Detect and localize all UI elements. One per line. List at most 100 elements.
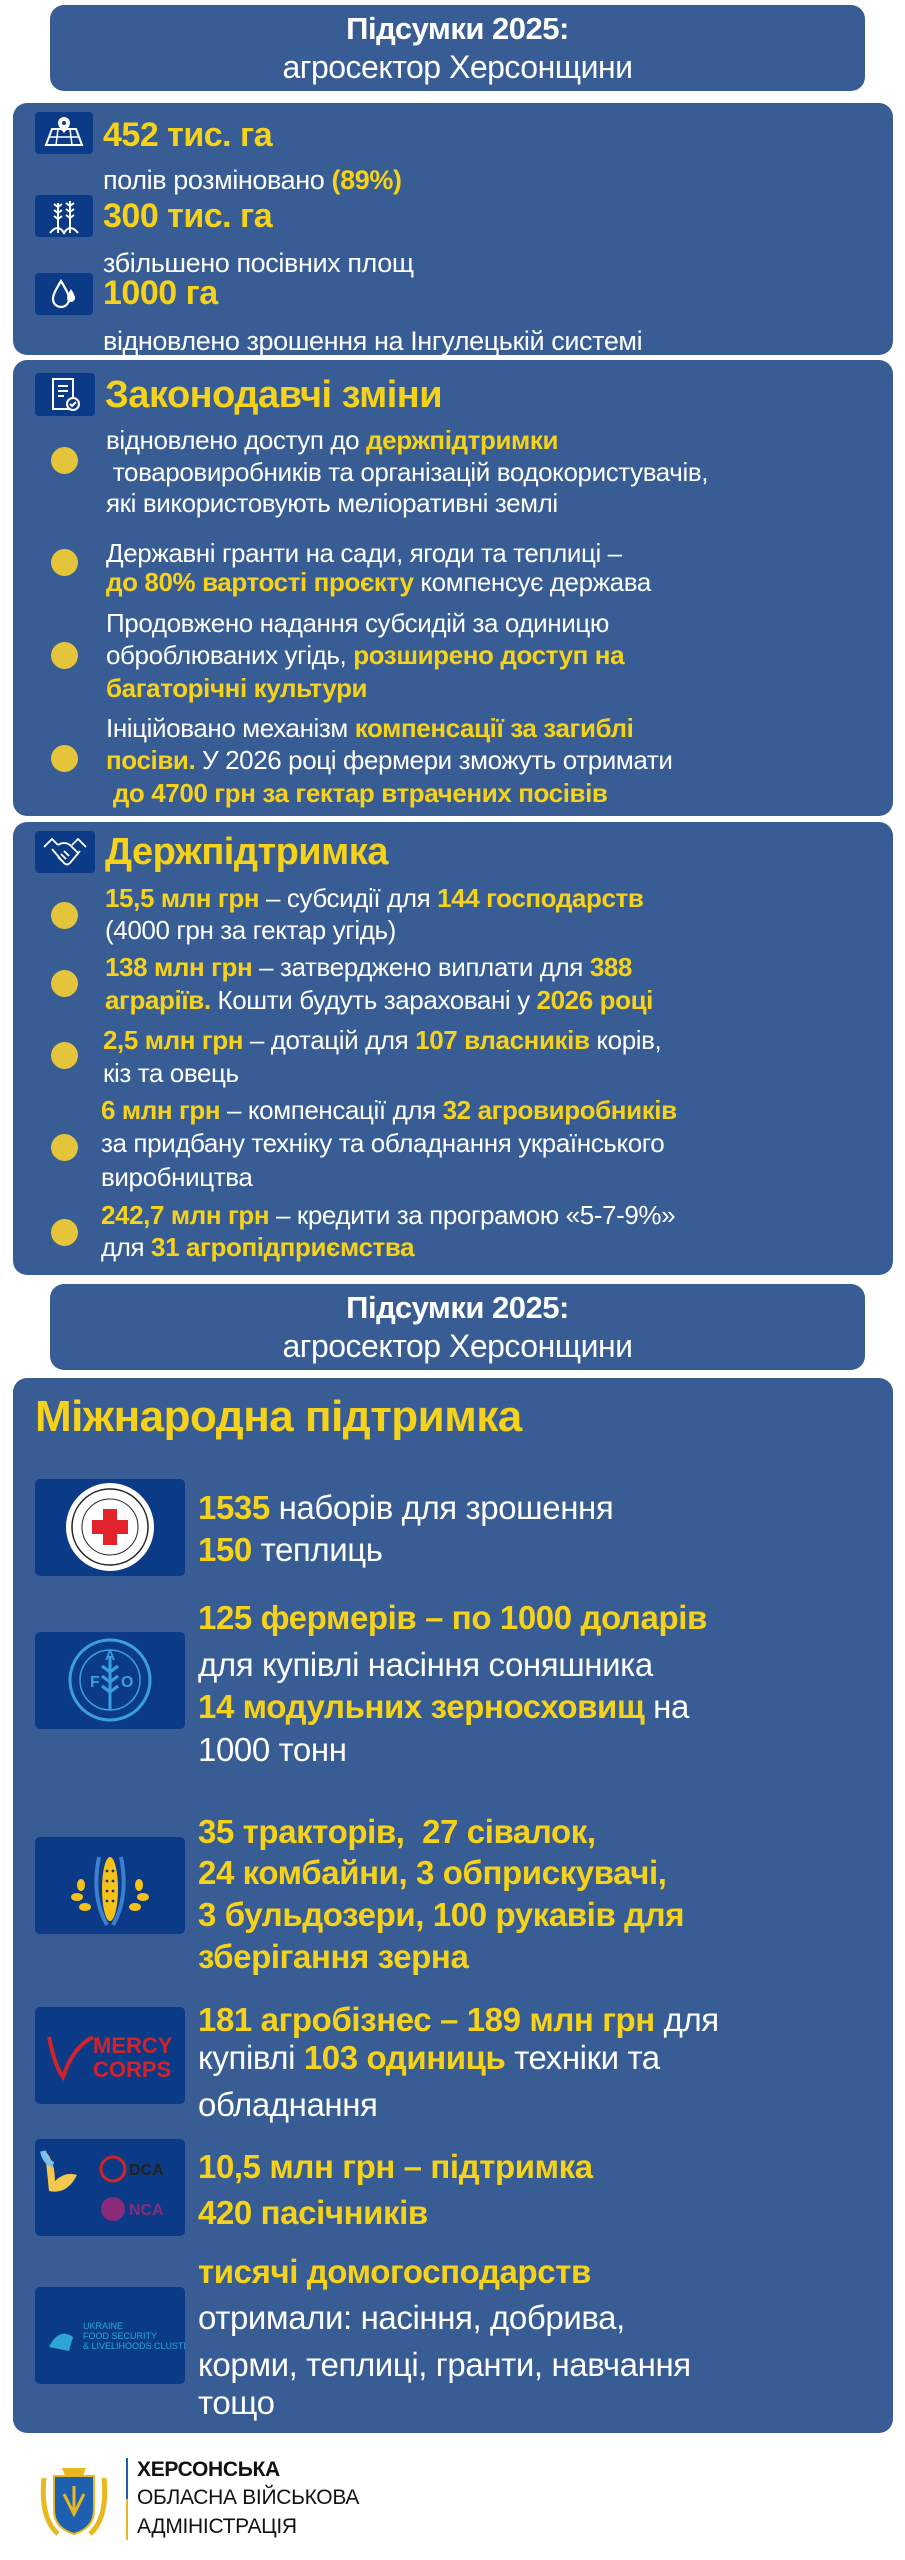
- kherson-coat-of-arms-icon: [38, 2458, 110, 2540]
- svg-text:A: A: [105, 1647, 115, 1663]
- wheat-icon: [35, 195, 93, 237]
- highlighted-text: 31 агропідприємства: [151, 1232, 415, 1262]
- footer-divider: [126, 2458, 128, 2540]
- bullet-icon: [51, 902, 78, 929]
- text-line: 1000 тонн: [198, 1729, 347, 1771]
- highlighted-text: 107 власників: [415, 1025, 590, 1055]
- text: отримали: насіння, добрива,: [198, 2299, 625, 2336]
- highlighted-text: 150: [198, 1531, 252, 1568]
- text-line: 15,5 млн грн – субсидії для 144 господар…: [105, 882, 644, 914]
- text-line: Державні гранти на сади, ягоди та теплиц…: [106, 537, 622, 569]
- bullet-icon: [51, 1134, 78, 1161]
- nca-logo-text: NCA: [129, 2202, 164, 2219]
- highlighted-text: держпідтримки: [366, 425, 559, 455]
- highlighted-text: аграріїв.: [105, 985, 211, 1015]
- text: за придбану техніку та обладнання україн…: [101, 1128, 665, 1158]
- text: кіз та овець: [103, 1058, 239, 1088]
- text-line: відновлено зрошення на Інгулецькій систе…: [103, 324, 643, 358]
- highlighted-text: 420 пасічників: [198, 2194, 428, 2231]
- text: У 2026 році фермери зможуть отримати: [195, 745, 673, 775]
- header-banner-2: Підсумки 2025: агросектор Херсонщини: [50, 1284, 865, 1370]
- text-line: виробництва: [101, 1161, 253, 1193]
- text-line: тисячі домогосподарств: [198, 2251, 591, 2293]
- text-line: отримали: насіння, добрива,: [198, 2297, 625, 2339]
- bullet-icon: [51, 970, 78, 997]
- text: які використовують меліоративні землі: [106, 488, 558, 518]
- cluster-logo-text: UKRAINE: [83, 2321, 123, 2331]
- text-line: 6 млн грн – компенсації для 32 агровироб…: [101, 1094, 677, 1126]
- text-line: посіви. У 2026 році фермери зможуть отри…: [106, 744, 673, 776]
- header-banner: Підсумки 2025: агросектор Херсонщини: [50, 5, 865, 91]
- text-line: 35 тракторів, 27 сівалок,: [198, 1811, 596, 1853]
- text-line: 138 млн грн – затверджено виплати для 38…: [105, 951, 632, 983]
- text-line: Ініційовано механізм компенсації за заги…: [106, 712, 634, 744]
- text: корів,: [589, 1025, 662, 1055]
- text: – компенсації для: [220, 1095, 443, 1125]
- highlighted-text: до 80% вартості проєкту: [106, 567, 414, 597]
- text: Кошти будуть зараховані у: [210, 985, 537, 1015]
- bullet-icon: [51, 447, 78, 474]
- text-line: збільшено посівних площ: [103, 246, 414, 280]
- highlighted-text: 32 агровиробників: [442, 1095, 677, 1125]
- legal-changes-panel: Законодавчі зміни відновлено доступ до де…: [13, 360, 893, 816]
- text-line: тощо: [198, 2382, 275, 2424]
- water-drop-icon: [35, 273, 93, 315]
- text-line: (4000 грн за гектар угідь): [105, 914, 396, 946]
- text-line: 2,5 млн грн – дотацій для 107 власників …: [103, 1024, 662, 1056]
- text-line: 14 модульних зерносховищ на: [198, 1686, 689, 1728]
- mercy-corps-logo: MERCY CORPS: [35, 2007, 185, 2104]
- text: корми, теплиці, гранти, навчання: [198, 2346, 691, 2383]
- highlighted-text: 103 одиниць: [303, 2039, 506, 2076]
- text: (4000 грн за гектар угідь): [105, 915, 396, 945]
- highlighted-text: 15,5 млн грн: [105, 883, 260, 913]
- text: – кредити за програмою «5-7-9%»: [269, 1200, 676, 1230]
- text-line: відновлено доступ до держпідтримки: [106, 424, 558, 456]
- document-check-icon: [35, 373, 95, 416]
- bullet-icon: [51, 549, 78, 576]
- bullet-icon: [51, 1042, 78, 1069]
- text: виробництва: [101, 1162, 253, 1192]
- text-line: 150 теплиць: [198, 1529, 383, 1571]
- bullet-icon: [51, 642, 78, 669]
- cluster-logo-text: & LIVELIHOODS CLUSTER: [83, 2341, 185, 2351]
- text: на: [644, 1688, 689, 1725]
- food-security-cluster-logo: UKRAINE FOOD SECURITY & LIVELIHOODS CLUSTE…: [35, 2287, 185, 2384]
- section-title: Законодавчі зміни: [105, 374, 443, 416]
- text-line: Продовжено надання субсидій за одиницю: [106, 607, 609, 639]
- handshake-icon: [35, 831, 95, 873]
- text-line: 10,5 млн грн – підтримка: [198, 2146, 593, 2188]
- footer-org-line1: ХЕРСОНСЬКА: [137, 2458, 280, 2481]
- text-line: за придбану техніку та обладнання україн…: [101, 1127, 665, 1159]
- highlighted-text: 10,5 млн грн – підтримка: [198, 2148, 593, 2185]
- stat-value: 300 тис. га: [103, 197, 273, 235]
- text-line: зберігання зерна: [198, 1936, 469, 1978]
- footer-org-line2: ОБЛАСНА ВІЙСЬКОВА: [137, 2486, 360, 2509]
- text-line: 242,7 млн грн – кредити за програмою «5-…: [101, 1199, 676, 1231]
- highlighted-text: тисячі домогосподарств: [198, 2253, 591, 2290]
- text-line: багаторічні культури: [106, 672, 368, 704]
- text: оброблюваних угідь,: [106, 640, 354, 670]
- header-subtitle: агросектор Херсонщини: [282, 1328, 633, 1364]
- highlighted-text: розширено доступ на: [353, 640, 625, 670]
- text: Ініційовано механізм: [106, 713, 355, 743]
- highlighted-text: 242,7 млн грн: [101, 1200, 270, 1230]
- dca-nca-logo: DCA NCA: [35, 2139, 185, 2236]
- text-line: 1535 наборів для зрошення: [198, 1487, 614, 1529]
- text: 1000 тонн: [198, 1731, 347, 1768]
- text: збільшено посівних площ: [103, 248, 414, 278]
- text-line: для 31 агропідприємства: [101, 1231, 415, 1263]
- text-line: які використовують меліоративні землі: [106, 487, 558, 519]
- text-line: 181 агробізнес – 189 млн грн для: [198, 1999, 719, 2041]
- highlighted-text: 3 бульдозери, 100 рукавів для: [198, 1896, 685, 1933]
- highlighted-text: 181 агробізнес – 189 млн грн: [198, 2001, 655, 2038]
- bullet-icon: [51, 1219, 78, 1246]
- mercy-corps-logo-text: CORPS: [93, 2057, 171, 2082]
- text-line: 24 комбайни, 3 обприскувачі,: [198, 1852, 667, 1894]
- text: – субсидії для: [259, 883, 438, 913]
- text: для: [101, 1232, 152, 1262]
- highlighted-text: 144 господарств: [437, 883, 644, 913]
- text: техніки та: [505, 2039, 660, 2076]
- text: для: [654, 2001, 720, 2038]
